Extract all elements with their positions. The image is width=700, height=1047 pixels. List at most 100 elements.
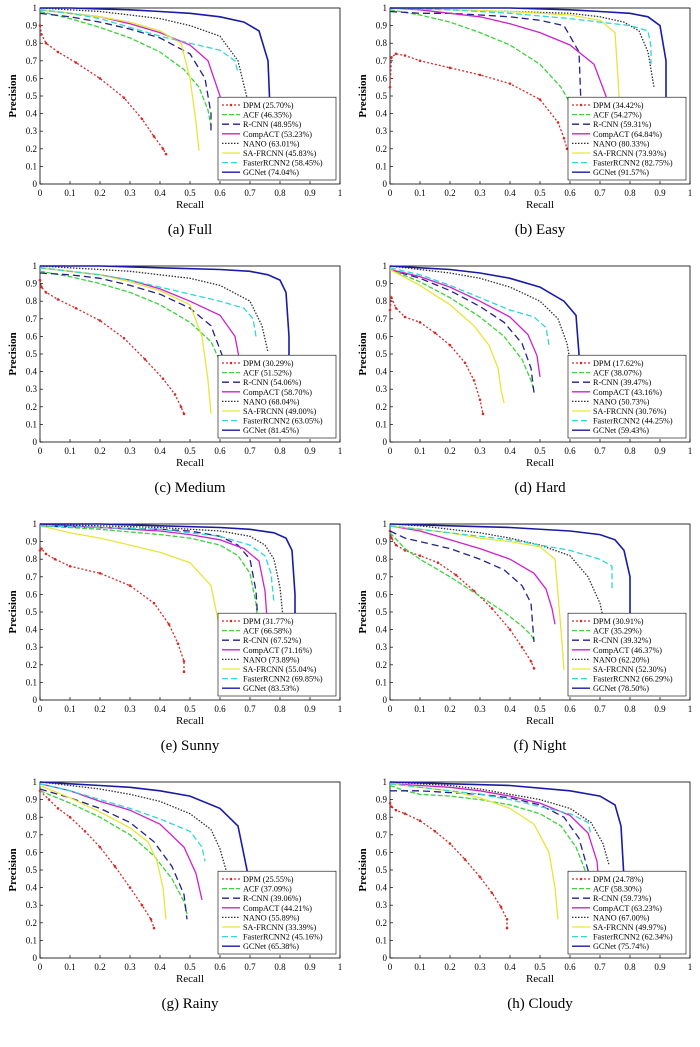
data-point — [38, 24, 42, 27]
legend-entry: DPM (34.42%) — [593, 101, 644, 110]
legend-entry: SA-FRCNN (55.04%) — [243, 665, 317, 674]
x-tick-label: 0.5 — [534, 446, 546, 456]
legend-entry: R-CNN (54.06%) — [243, 378, 301, 387]
legend-box — [567, 96, 687, 181]
chart-caption: (d) Hard — [514, 480, 566, 496]
series-line-fasterrcnn2 — [39, 9, 239, 74]
y-tick-label: 0.6 — [26, 847, 38, 857]
y-tick-label: 0.4 — [26, 883, 38, 893]
legend-entry: CompACT (64.84%) — [593, 130, 662, 139]
x-tick-label: 0 — [388, 188, 393, 198]
y-tick-label: 0.3 — [376, 384, 388, 394]
legend-entry: NANO (73.89%) — [243, 655, 300, 664]
series-line-acf — [389, 532, 535, 641]
x-tick-label: 1 — [688, 446, 693, 456]
series-line-gcnet — [39, 781, 251, 923]
data-point — [436, 561, 440, 565]
series-line-gcnet — [389, 265, 580, 414]
series-line-compact — [389, 525, 556, 625]
y-tick-label: 0.5 — [376, 349, 388, 359]
data-point — [418, 819, 422, 823]
y-tick-label: 0.6 — [26, 589, 38, 599]
y-tick-label: 0.8 — [376, 812, 388, 822]
legend-entry: GCNet (59.43%) — [593, 426, 649, 435]
legend-entry: CompACT (71.16%) — [243, 646, 312, 655]
x-tick-label: 0.4 — [154, 446, 166, 456]
y-tick-label: 0.4 — [26, 625, 38, 635]
legend-entry: NANO (68.04%) — [243, 397, 300, 406]
data-point — [390, 55, 393, 59]
data-point — [74, 306, 78, 310]
legend-entry: SA-FRCNN (73.93%) — [593, 149, 667, 158]
data-point — [538, 98, 542, 101]
y-tick-label: 0.6 — [376, 589, 388, 599]
legend-entry: ACF (51.52%) — [243, 369, 292, 378]
x-tick-label: 0.3 — [124, 704, 136, 714]
legend-entry: NANO (62.20%) — [593, 655, 650, 664]
legend-entry: GCNet (81.45%) — [243, 426, 299, 435]
x-tick-label: 0.6 — [214, 704, 226, 714]
x-tick-label: 0.1 — [414, 704, 425, 714]
legend-box — [217, 354, 337, 439]
x-tick-label: 0.3 — [124, 188, 136, 198]
legend-entry: FasterRCNN2 (44.25%) — [593, 417, 673, 426]
data-point — [152, 926, 156, 930]
y-tick-label: 1 — [33, 261, 38, 271]
data-point — [433, 331, 437, 335]
x-tick-label: 0.7 — [244, 704, 256, 714]
y-tick-label: 0.3 — [376, 900, 388, 910]
series-line-nano — [389, 523, 604, 618]
series-line-gcnet — [389, 781, 625, 879]
data-point — [418, 59, 422, 63]
y-tick-label: 0.9 — [26, 21, 38, 31]
legend-entry: ACF (54.27%) — [593, 111, 642, 120]
legend-entry: ACF (66.58%) — [243, 627, 292, 636]
data-point — [481, 412, 485, 416]
y-axis-label: Precision — [357, 590, 369, 633]
data-point — [68, 564, 72, 568]
series-line-sa-frcnn — [39, 525, 227, 679]
data-point — [418, 321, 422, 324]
y-tick-label: 0.6 — [26, 73, 38, 83]
chart-panel: 0 0.1 0.2 0.3 0.4 0.5 0.6 0.7 0.8 0.9 1 0 0.1 0.2 0.3 0… — [7, 3, 342, 238]
x-tick-label: 0 — [388, 446, 393, 456]
y-axis-label: Precision — [7, 590, 19, 633]
y-tick-label: 1 — [33, 519, 38, 529]
data-point — [448, 343, 452, 347]
x-tick-label: 0.4 — [504, 704, 516, 714]
series-line-dpm — [389, 295, 484, 414]
data-point — [478, 73, 482, 77]
data-point — [56, 807, 60, 810]
series-line-fasterrcnn2 — [389, 7, 652, 65]
legend-entry: FasterRCNN2 (58.45%) — [243, 159, 323, 168]
chart-caption: (f) Night — [514, 738, 568, 754]
x-tick-label: 0.3 — [474, 446, 486, 456]
x-axis-label: Recall — [526, 715, 554, 727]
x-axis-label: Recall — [526, 457, 554, 469]
x-tick-label: 0.9 — [654, 446, 666, 456]
data-point — [47, 798, 51, 801]
chart-panel: 0 0.1 0.2 0.3 0.4 0.5 0.6 0.7 0.8 0.9 1 0 0.1 0.2 0.3 0… — [7, 519, 342, 754]
legend-entry: NANO (55.89%) — [243, 913, 300, 922]
data-point — [532, 667, 536, 670]
data-point — [403, 812, 407, 815]
legend-entry: GCNet (74.04%) — [243, 168, 299, 177]
x-tick-label: 1 — [688, 188, 693, 198]
x-tick-label: 0.9 — [304, 188, 316, 198]
legend-entry: R-CNN (48.95%) — [243, 120, 301, 129]
y-tick-label: 0.2 — [376, 660, 387, 670]
y-tick-label: 0.2 — [26, 660, 37, 670]
series-line-gcnet — [390, 7, 667, 114]
legend-entry: R-CNN (39.47%) — [593, 378, 651, 387]
legend-box — [567, 354, 687, 439]
data-point — [98, 845, 102, 849]
x-axis-label: Recall — [176, 199, 204, 211]
legend-marker — [229, 877, 233, 881]
chart-caption: (c) Medium — [154, 480, 226, 496]
y-tick-label: 0.6 — [26, 331, 38, 341]
x-tick-label: 0.8 — [274, 962, 286, 972]
series-line-fasterrcnn2 — [389, 525, 613, 590]
y-tick-label: 0.4 — [376, 883, 388, 893]
data-point — [161, 377, 165, 380]
legend-entry: NANO (50.73%) — [593, 397, 650, 406]
